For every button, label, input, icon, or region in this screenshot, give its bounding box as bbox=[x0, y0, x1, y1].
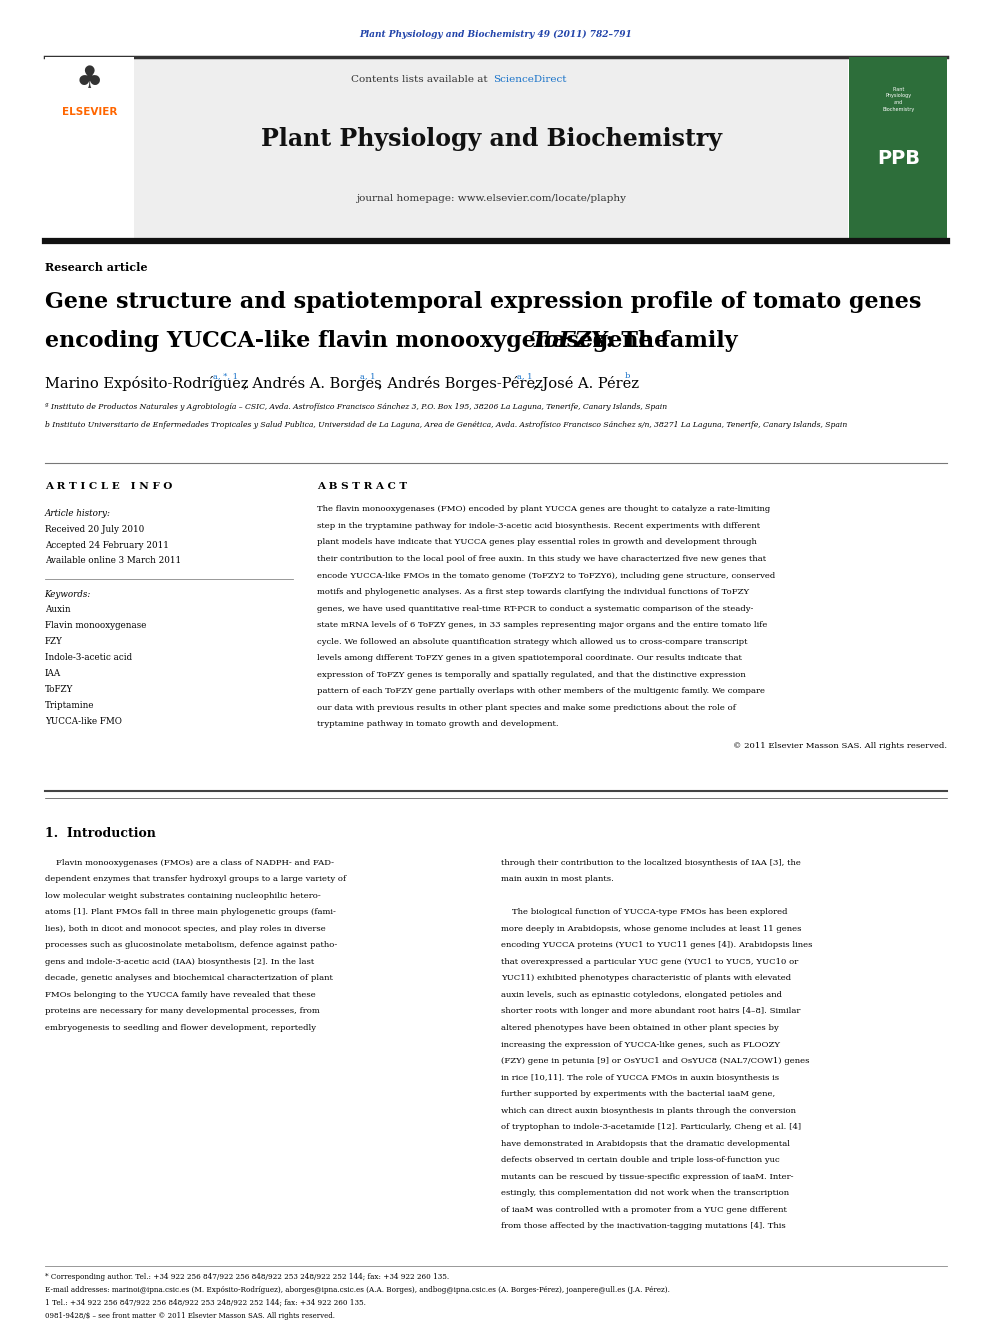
Text: , Andrés Borges-Pérez: , Andrés Borges-Pérez bbox=[378, 376, 543, 392]
Text: a, 1: a, 1 bbox=[360, 372, 376, 380]
Text: Marino Expósito-Rodríguez: Marino Expósito-Rodríguez bbox=[45, 376, 248, 392]
Text: cycle. We followed an absolute quantification strategy which allowed us to cross: cycle. We followed an absolute quantific… bbox=[317, 638, 748, 646]
Text: more deeply in Arabidopsis, whose genome includes at least 11 genes: more deeply in Arabidopsis, whose genome… bbox=[501, 925, 802, 933]
Text: encoding YUCCA proteins (YUC1 to YUC11 genes [4]). Arabidopsis lines: encoding YUCCA proteins (YUC1 to YUC11 g… bbox=[501, 941, 812, 950]
Text: PPB: PPB bbox=[877, 149, 921, 168]
Text: auxin levels, such as epinastic cotyledons, elongated petioles and: auxin levels, such as epinastic cotyledo… bbox=[501, 991, 782, 999]
Text: processes such as glucosinolate metabolism, defence against patho-: processes such as glucosinolate metaboli… bbox=[45, 941, 337, 950]
Text: * Corresponding author. Tel.: +34 922 256 847/922 256 848/922 253 248/922 252 14: * Corresponding author. Tel.: +34 922 25… bbox=[45, 1273, 448, 1281]
Text: Article history:: Article history: bbox=[45, 509, 111, 517]
Text: levels among different ToFZY genes in a given spatiotemporal coordinate. Our res: levels among different ToFZY genes in a … bbox=[317, 654, 742, 663]
Text: that overexpressed a particular YUC gene (YUC1 to YUC5, YUC10 or: that overexpressed a particular YUC gene… bbox=[501, 958, 799, 966]
Text: state mRNA levels of 6 ToFZY genes, in 33 samples representing major organs and : state mRNA levels of 6 ToFZY genes, in 3… bbox=[317, 620, 768, 630]
Text: gens and indole-3-acetic acid (IAA) biosynthesis [2]. In the last: gens and indole-3-acetic acid (IAA) bios… bbox=[45, 958, 313, 966]
Text: 1.  Introduction: 1. Introduction bbox=[45, 827, 156, 840]
Text: Available online 3 March 2011: Available online 3 March 2011 bbox=[45, 557, 181, 565]
Text: Flavin monooxygenase: Flavin monooxygenase bbox=[45, 622, 146, 630]
Text: encode YUCCA-like FMOs in the tomato genome (ToFZY2 to ToFZY6), including gene s: encode YUCCA-like FMOs in the tomato gen… bbox=[317, 572, 776, 579]
Text: of tryptophan to indole-3-acetamide [12]. Particularly, Cheng et al. [4]: of tryptophan to indole-3-acetamide [12]… bbox=[501, 1123, 802, 1131]
Text: through their contribution to the localized biosynthesis of IAA [3], the: through their contribution to the locali… bbox=[501, 859, 801, 867]
Text: ELSEVIER: ELSEVIER bbox=[62, 107, 117, 118]
Text: increasing the expression of YUCCA-like genes, such as FLOOZY: increasing the expression of YUCCA-like … bbox=[501, 1040, 780, 1049]
Text: a, *, 1: a, *, 1 bbox=[213, 372, 238, 380]
Text: ª Instituto de Productos Naturales y Agrobiología – CSIC, Avda. Astrofísico Fran: ª Instituto de Productos Naturales y Agr… bbox=[45, 404, 667, 411]
Text: our data with previous results in other plant species and make some predictions : our data with previous results in other … bbox=[317, 704, 736, 712]
Text: which can direct auxin biosynthesis in plants through the conversion: which can direct auxin biosynthesis in p… bbox=[501, 1106, 796, 1115]
Text: b: b bbox=[625, 372, 630, 380]
Text: YUC11) exhibited phenotypes characteristic of plants with elevated: YUC11) exhibited phenotypes characterist… bbox=[501, 974, 791, 983]
Text: FMOs belonging to the YUCCA family have revealed that these: FMOs belonging to the YUCCA family have … bbox=[45, 991, 315, 999]
Text: altered phenotypes have been obtained in other plant species by: altered phenotypes have been obtained in… bbox=[501, 1024, 779, 1032]
Text: © 2011 Elsevier Masson SAS. All rights reserved.: © 2011 Elsevier Masson SAS. All rights r… bbox=[733, 742, 947, 750]
Text: low molecular weight substrates containing nucleophilic hetero-: low molecular weight substrates containi… bbox=[45, 892, 320, 900]
Text: defects observed in certain double and triple loss-of-function yuc: defects observed in certain double and t… bbox=[501, 1156, 780, 1164]
Text: ToFZY: ToFZY bbox=[45, 685, 73, 693]
Text: have demonstrated in Arabidopsis that the dramatic developmental: have demonstrated in Arabidopsis that th… bbox=[501, 1139, 790, 1148]
Text: gene family: gene family bbox=[585, 331, 738, 352]
Text: Plant
Physiology
and
Biochemistry: Plant Physiology and Biochemistry bbox=[883, 87, 915, 111]
Text: IAA: IAA bbox=[45, 669, 61, 677]
Text: journal homepage: www.elsevier.com/locate/plaphy: journal homepage: www.elsevier.com/locat… bbox=[356, 194, 626, 202]
Text: motifs and phylogenetic analyses. As a first step towards clarifying the individ: motifs and phylogenetic analyses. As a f… bbox=[317, 587, 750, 597]
Text: Contents lists available at: Contents lists available at bbox=[351, 75, 491, 83]
Text: expression of ToFZY genes is temporally and spatially regulated, and that the di: expression of ToFZY genes is temporally … bbox=[317, 671, 746, 679]
Text: E-mail addresses: marinoi@ipna.csic.es (M. Expósito-Rodríguez), aborges@ipna.csi: E-mail addresses: marinoi@ipna.csic.es (… bbox=[45, 1286, 670, 1294]
Text: The biological function of YUCCA-type FMOs has been explored: The biological function of YUCCA-type FM… bbox=[501, 908, 788, 917]
Text: , Andrés A. Borges: , Andrés A. Borges bbox=[243, 376, 382, 392]
Text: in rice [10,11]. The role of YUCCA FMOs in auxin biosynthesis is: in rice [10,11]. The role of YUCCA FMOs … bbox=[501, 1073, 779, 1082]
Text: Gene structure and spatiotemporal expression profile of tomato genes: Gene structure and spatiotemporal expres… bbox=[45, 291, 921, 312]
Text: , José A. Pérez: , José A. Pérez bbox=[533, 376, 639, 392]
Text: estingly, this complementation did not work when the transcription: estingly, this complementation did not w… bbox=[501, 1189, 789, 1197]
Text: ScienceDirect: ScienceDirect bbox=[493, 75, 566, 83]
Text: Keywords:: Keywords: bbox=[45, 590, 91, 598]
Text: main auxin in most plants.: main auxin in most plants. bbox=[501, 875, 614, 884]
Bar bbox=[45, 57, 134, 241]
Text: YUCCA-like FMO: YUCCA-like FMO bbox=[45, 717, 121, 725]
Text: Flavin monooxygenases (FMOs) are a class of NADPH- and FAD-: Flavin monooxygenases (FMOs) are a class… bbox=[45, 859, 333, 867]
Text: a, 1: a, 1 bbox=[517, 372, 533, 380]
Text: pattern of each ToFZY gene partially overlaps with other members of the multigen: pattern of each ToFZY gene partially ove… bbox=[317, 687, 766, 696]
Text: from those affected by the inactivation-tagging mutations [4]. This: from those affected by the inactivation-… bbox=[501, 1222, 786, 1230]
Text: Indole-3-acetic acid: Indole-3-acetic acid bbox=[45, 654, 132, 662]
Text: proteins are necessary for many developmental processes, from: proteins are necessary for many developm… bbox=[45, 1007, 319, 1016]
Bar bbox=[134, 57, 848, 241]
Text: genes, we have used quantitative real-time RT-PCR to conduct a systematic compar: genes, we have used quantitative real-ti… bbox=[317, 605, 754, 613]
Text: shorter roots with longer and more abundant root hairs [4–8]. Similar: shorter roots with longer and more abund… bbox=[501, 1007, 801, 1016]
Text: Research article: Research article bbox=[45, 262, 147, 273]
Text: A R T I C L E   I N F O: A R T I C L E I N F O bbox=[45, 483, 172, 491]
Text: FZY: FZY bbox=[45, 638, 62, 646]
Text: of iaaM was controlled with a promoter from a YUC gene different: of iaaM was controlled with a promoter f… bbox=[501, 1205, 787, 1215]
Text: embryogenesis to seedling and flower development, reportedly: embryogenesis to seedling and flower dev… bbox=[45, 1024, 315, 1032]
Text: decade, genetic analyses and biochemical characterization of plant: decade, genetic analyses and biochemical… bbox=[45, 974, 332, 983]
Text: step in the tryptamine pathway for indole-3-acetic acid biosynthesis. Recent exp: step in the tryptamine pathway for indol… bbox=[317, 521, 761, 531]
Text: atoms [1]. Plant FMOs fall in three main phylogenetic groups (fami-: atoms [1]. Plant FMOs fall in three main… bbox=[45, 908, 335, 917]
Text: Auxin: Auxin bbox=[45, 606, 70, 614]
Text: (FZY) gene in petunia [9] or OsYUC1 and OsYUC8 (NAL7/COW1) genes: (FZY) gene in petunia [9] or OsYUC1 and … bbox=[501, 1057, 809, 1065]
Text: The flavin monooxygenases (FMO) encoded by plant YUCCA genes are thought to cata: The flavin monooxygenases (FMO) encoded … bbox=[317, 505, 771, 513]
Text: mutants can be rescued by tissue-specific expression of iaaM. Inter-: mutants can be rescued by tissue-specifi… bbox=[501, 1172, 794, 1181]
Text: ♣: ♣ bbox=[75, 65, 103, 94]
Text: Plant Physiology and Biochemistry: Plant Physiology and Biochemistry bbox=[261, 127, 721, 151]
Text: 1 Tel.: +34 922 256 847/922 256 848/922 253 248/922 252 144; fax: +34 922 260 13: 1 Tel.: +34 922 256 847/922 256 848/922 … bbox=[45, 1299, 365, 1307]
Text: b Instituto Universitario de Enfermedades Tropicales y Salud Publica, Universida: b Instituto Universitario de Enfermedade… bbox=[45, 421, 847, 429]
Text: tryptamine pathway in tomato growth and development.: tryptamine pathway in tomato growth and … bbox=[317, 720, 559, 729]
Text: 0981-9428/$ – see front matter © 2011 Elsevier Masson SAS. All rights reserved.: 0981-9428/$ – see front matter © 2011 El… bbox=[45, 1312, 334, 1320]
Text: their contribution to the local pool of free auxin. In this study we have charac: their contribution to the local pool of … bbox=[317, 554, 767, 564]
Bar bbox=[849, 57, 947, 241]
Text: A B S T R A C T: A B S T R A C T bbox=[317, 483, 408, 491]
Text: Received 20 July 2010: Received 20 July 2010 bbox=[45, 525, 144, 533]
Text: ToFZY: ToFZY bbox=[531, 331, 607, 352]
Text: encoding YUCCA-like flavin monooxygenases: The: encoding YUCCA-like flavin monooxygenase… bbox=[45, 331, 676, 352]
Text: dependent enzymes that transfer hydroxyl groups to a large variety of: dependent enzymes that transfer hydroxyl… bbox=[45, 875, 346, 884]
Text: Accepted 24 February 2011: Accepted 24 February 2011 bbox=[45, 541, 169, 549]
Text: Plant Physiology and Biochemistry 49 (2011) 782–791: Plant Physiology and Biochemistry 49 (20… bbox=[360, 30, 632, 38]
Text: lies), both in dicot and monocot species, and play roles in diverse: lies), both in dicot and monocot species… bbox=[45, 925, 325, 933]
Text: further supported by experiments with the bacterial iaaM gene,: further supported by experiments with th… bbox=[501, 1090, 775, 1098]
Text: Triptamine: Triptamine bbox=[45, 701, 94, 709]
Text: plant models have indicate that YUCCA genes play essential roles in growth and d: plant models have indicate that YUCCA ge… bbox=[317, 538, 757, 546]
